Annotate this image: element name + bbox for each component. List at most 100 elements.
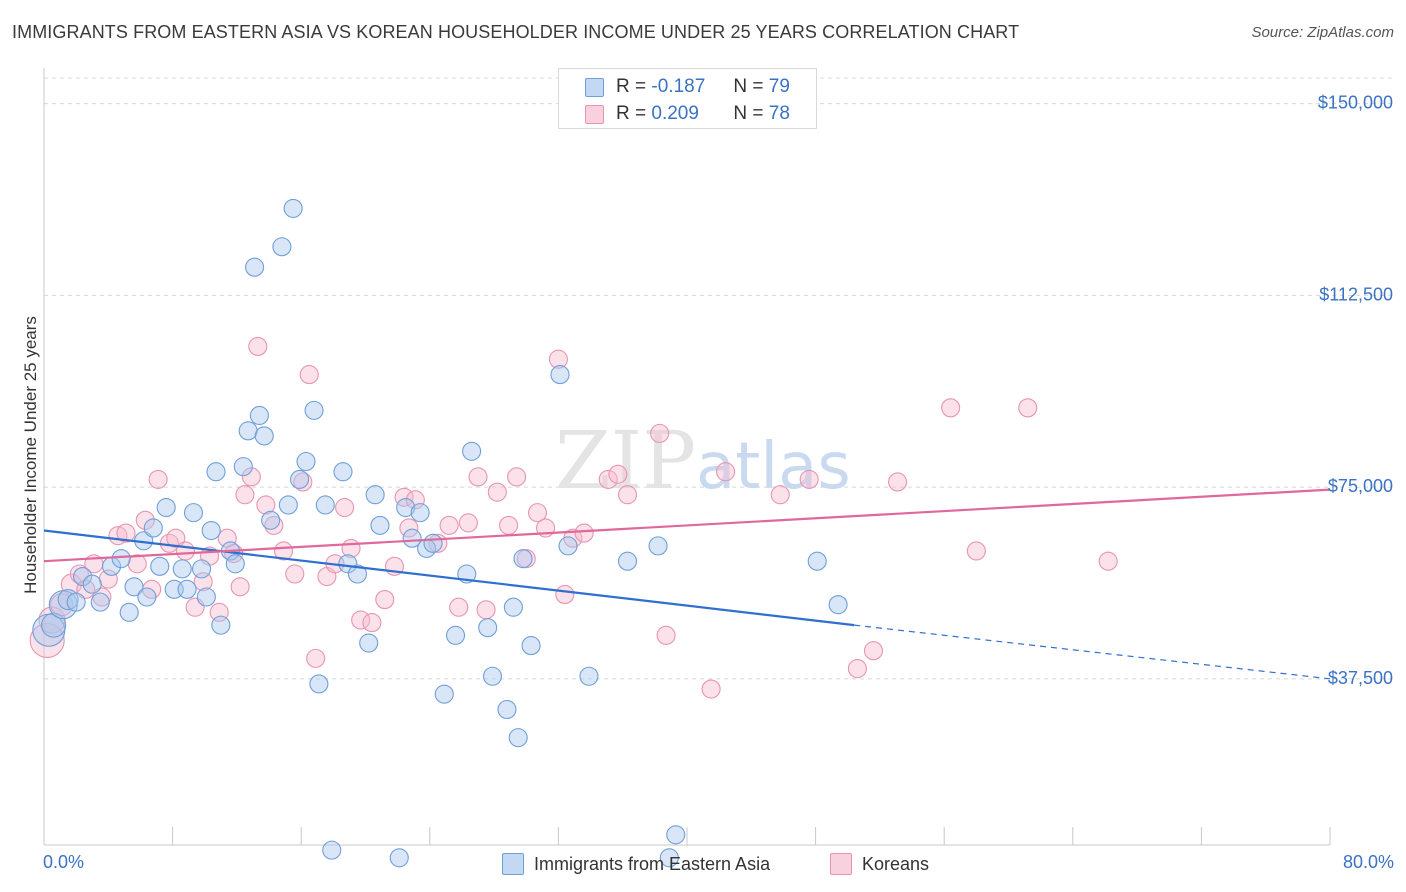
point-immigrants-eastern-asia <box>347 564 368 584</box>
point-immigrants-eastern-asia <box>137 587 157 607</box>
point-immigrants-eastern-asia <box>807 551 827 571</box>
point-koreans <box>1098 551 1118 571</box>
point-immigrants-eastern-asia <box>272 237 292 257</box>
point-immigrants-eastern-asia <box>249 405 269 426</box>
point-immigrants-eastern-asia <box>261 510 281 530</box>
point-immigrants-eastern-asia <box>238 421 258 441</box>
trend-line-immigrants <box>43 529 855 627</box>
point-immigrants-eastern-asia <box>666 825 686 845</box>
point-koreans <box>76 579 96 599</box>
point-koreans <box>966 541 986 561</box>
point-koreans <box>548 349 568 369</box>
point-immigrants-eastern-asia <box>513 549 533 569</box>
point-koreans <box>335 497 355 518</box>
point-immigrants-eastern-asia <box>233 457 253 477</box>
point-immigrants-eastern-asia <box>558 536 578 556</box>
point-koreans <box>574 523 594 543</box>
point-koreans <box>135 510 155 530</box>
point-immigrants-eastern-asia <box>304 400 324 420</box>
point-koreans <box>656 625 676 645</box>
trend-line-koreans <box>43 488 1331 563</box>
point-immigrants-eastern-asia <box>254 426 274 446</box>
point-immigrants-eastern-asia <box>396 497 416 518</box>
point-koreans <box>487 482 507 502</box>
point-immigrants-eastern-asia <box>508 728 528 748</box>
watermark: ZIPatlas <box>555 414 851 507</box>
point-immigrants-eastern-asia <box>211 615 231 635</box>
point-immigrants-eastern-asia <box>402 528 422 548</box>
point-immigrants-eastern-asia <box>191 559 212 579</box>
point-koreans <box>375 590 395 610</box>
legend-box: R = -0.187 N = 79 R = 0.209 N = 78 <box>558 68 817 129</box>
point-immigrants-eastern-asia <box>370 515 390 535</box>
point-immigrants-eastern-asia <box>82 574 102 594</box>
series-immigrants-eastern-asia <box>32 198 848 868</box>
point-immigrants-eastern-asia <box>143 518 163 538</box>
point-immigrants-eastern-asia <box>462 441 482 461</box>
point-koreans <box>476 600 496 620</box>
legend-row-immigrants: R = -0.187 N = 79 <box>585 75 790 99</box>
point-koreans <box>847 659 867 679</box>
point-koreans <box>235 485 255 505</box>
point-koreans <box>405 490 425 510</box>
point-immigrants-eastern-asia <box>225 554 245 574</box>
bottom-legend-label: Koreans <box>862 853 930 874</box>
point-immigrants-eastern-asia <box>659 848 679 868</box>
y-tick-label: $112,500 <box>1319 284 1393 304</box>
legend-r-label: R = <box>616 76 647 97</box>
point-koreans <box>468 467 488 487</box>
point-koreans <box>399 518 419 538</box>
point-immigrants-eastern-asia <box>322 840 342 860</box>
point-immigrants-eastern-asia <box>482 666 503 686</box>
point-immigrants-eastern-asia <box>410 503 430 523</box>
point-immigrants-eastern-asia <box>201 520 221 541</box>
point-immigrants-eastern-asia <box>389 848 409 868</box>
point-koreans <box>351 610 371 630</box>
y-tick-label: $75,000 <box>1328 476 1393 496</box>
y-tick-labels: $37,500 $75,000 $112,500 $150,000 <box>1318 93 1393 688</box>
point-koreans <box>716 462 736 482</box>
point-immigrants-eastern-asia <box>359 633 379 653</box>
point-immigrants-eastern-asia <box>150 556 170 576</box>
point-koreans <box>617 485 638 505</box>
point-immigrants-eastern-asia <box>156 497 176 518</box>
bottom-legend-swatch-blue <box>502 853 524 875</box>
point-koreans <box>507 467 527 487</box>
chart-title: IMMIGRANTS FROM EASTERN ASIA VS KOREAN H… <box>12 22 1020 42</box>
legend-swatch-blue <box>585 77 604 97</box>
point-immigrants-eastern-asia <box>177 579 197 599</box>
point-immigrants-eastern-asia <box>172 559 192 579</box>
point-immigrants-eastern-asia <box>478 618 498 638</box>
point-immigrants-eastern-asia <box>206 462 226 482</box>
point-koreans <box>285 564 305 584</box>
point-koreans <box>458 513 478 533</box>
point-immigrants-eastern-asia <box>278 495 298 515</box>
point-koreans <box>770 485 790 505</box>
legend-n-label: N = <box>733 103 764 124</box>
point-immigrants-eastern-asia <box>196 587 216 607</box>
point-immigrants-eastern-asia <box>315 495 335 515</box>
point-immigrants-eastern-asia <box>245 257 265 277</box>
point-koreans <box>701 679 721 699</box>
point-koreans <box>1018 398 1038 418</box>
bottom-legend-label: Immigrants from Eastern Asia <box>534 853 771 874</box>
trend-lines <box>43 488 1331 680</box>
point-immigrants-eastern-asia <box>521 636 541 656</box>
point-immigrants-eastern-asia <box>503 597 523 617</box>
point-immigrants-eastern-asia <box>434 684 454 704</box>
point-koreans <box>264 515 284 535</box>
legend-swatch-pink <box>585 104 604 124</box>
legend-n-value: 78 <box>768 103 790 124</box>
point-immigrants-eastern-asia <box>617 551 638 571</box>
legend-r-value: 0.209 <box>651 103 699 124</box>
legend-n-value: 79 <box>768 76 790 97</box>
point-koreans <box>499 515 519 535</box>
point-immigrants-eastern-asia <box>497 699 517 720</box>
point-koreans <box>293 472 313 492</box>
point-koreans <box>166 528 186 548</box>
point-koreans <box>248 336 268 357</box>
point-immigrants-eastern-asia <box>73 566 93 587</box>
point-koreans <box>598 469 618 489</box>
legend-n-label: N = <box>733 76 764 97</box>
